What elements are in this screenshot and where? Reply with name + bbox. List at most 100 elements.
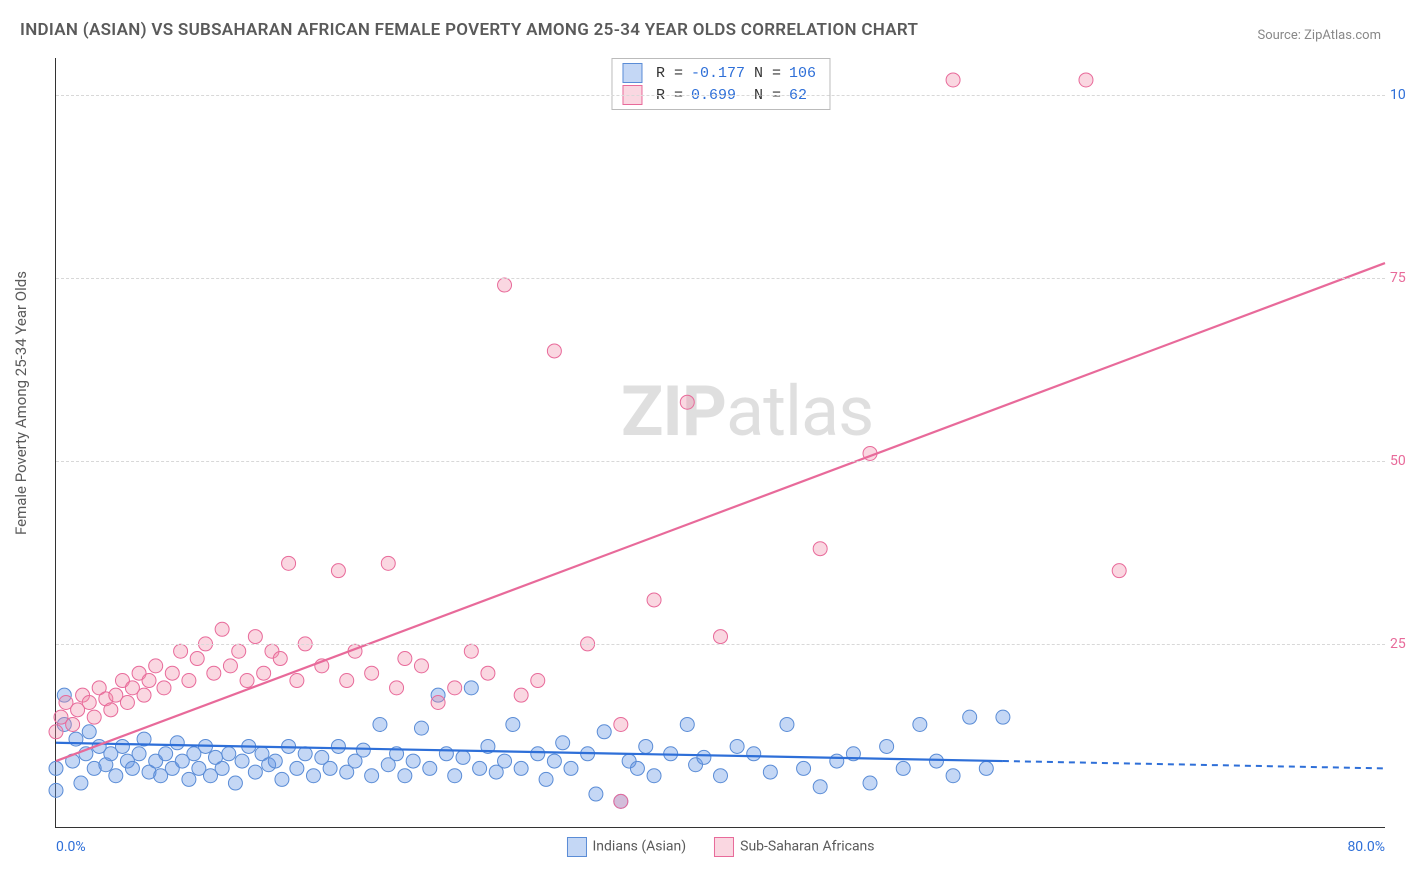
scatter-point bbox=[830, 754, 844, 768]
plot-area: ZIPatlas R = -0.177N = 106R = 0.699N = 6… bbox=[55, 58, 1385, 828]
scatter-point bbox=[448, 769, 462, 783]
chart-container: INDIAN (ASIAN) VS SUBSAHARAN AFRICAN FEM… bbox=[0, 0, 1406, 892]
legend-item: Indians (Asian) bbox=[566, 837, 686, 857]
x-tick-label: 0.0% bbox=[56, 839, 86, 855]
scatter-point bbox=[235, 754, 249, 768]
scatter-point bbox=[498, 754, 512, 768]
scatter-point bbox=[275, 772, 289, 786]
gridline-h bbox=[56, 644, 1385, 645]
scatter-point bbox=[142, 674, 156, 688]
scatter-point bbox=[74, 776, 88, 790]
scatter-point bbox=[132, 747, 146, 761]
scatter-point bbox=[639, 739, 653, 753]
scatter-point bbox=[414, 721, 428, 735]
scatter-point bbox=[340, 674, 354, 688]
trend-line bbox=[56, 263, 1385, 761]
scatter-point bbox=[589, 787, 603, 801]
scatter-point bbox=[215, 761, 229, 775]
scatter-point bbox=[747, 747, 761, 761]
scatter-point bbox=[797, 761, 811, 775]
legend-label: Sub-Saharan Africans bbox=[740, 839, 874, 855]
scatter-point bbox=[240, 674, 254, 688]
scatter-point bbox=[697, 750, 711, 764]
scatter-point bbox=[248, 630, 262, 644]
scatter-point bbox=[514, 761, 528, 775]
scatter-point bbox=[104, 703, 118, 717]
scatter-point bbox=[680, 717, 694, 731]
scatter-point bbox=[373, 717, 387, 731]
scatter-point bbox=[120, 695, 134, 709]
scatter-point bbox=[137, 688, 151, 702]
scatter-point bbox=[365, 769, 379, 783]
scatter-point bbox=[273, 652, 287, 666]
scatter-point bbox=[49, 761, 63, 775]
scatter-point bbox=[268, 754, 282, 768]
scatter-point bbox=[248, 765, 262, 779]
scatter-point bbox=[115, 739, 129, 753]
scatter-point bbox=[431, 695, 445, 709]
scatter-point bbox=[149, 659, 163, 673]
scatter-point bbox=[813, 542, 827, 556]
scatter-point bbox=[714, 769, 728, 783]
scatter-point bbox=[165, 666, 179, 680]
y-tick-label: 75.0% bbox=[1390, 270, 1406, 286]
scatter-point bbox=[996, 710, 1010, 724]
scatter-point bbox=[630, 761, 644, 775]
scatter-point bbox=[232, 644, 246, 658]
y-tick-label: 100.0% bbox=[1390, 87, 1406, 103]
scatter-point bbox=[614, 717, 628, 731]
scatter-point bbox=[331, 739, 345, 753]
gridline-h bbox=[56, 95, 1385, 96]
scatter-point bbox=[597, 725, 611, 739]
scatter-point bbox=[714, 630, 728, 644]
scatter-point bbox=[331, 564, 345, 578]
scatter-point bbox=[514, 688, 528, 702]
chart-title: INDIAN (ASIAN) VS SUBSAHARAN AFRICAN FEM… bbox=[20, 20, 918, 40]
x-tick-label: 80.0% bbox=[1347, 839, 1385, 855]
scatter-point bbox=[647, 769, 661, 783]
scatter-point bbox=[913, 717, 927, 731]
scatter-point bbox=[498, 278, 512, 292]
scatter-point bbox=[406, 754, 420, 768]
scatter-point bbox=[66, 717, 80, 731]
scatter-point bbox=[398, 652, 412, 666]
y-tick-label: 25.0% bbox=[1390, 636, 1406, 652]
scatter-point bbox=[963, 710, 977, 724]
scatter-point bbox=[82, 695, 96, 709]
scatter-point bbox=[1112, 564, 1126, 578]
gridline-h bbox=[56, 278, 1385, 279]
scatter-point bbox=[979, 761, 993, 775]
legend-item: Sub-Saharan Africans bbox=[714, 837, 874, 857]
scatter-point bbox=[282, 556, 296, 570]
scatter-point bbox=[170, 736, 184, 750]
scatter-point bbox=[531, 747, 545, 761]
scatter-point bbox=[207, 666, 221, 680]
scatter-point bbox=[780, 717, 794, 731]
scatter-point bbox=[356, 743, 370, 757]
scatter-point bbox=[730, 739, 744, 753]
scatter-point bbox=[49, 725, 63, 739]
scatter-point bbox=[946, 73, 960, 87]
scatter-point bbox=[365, 666, 379, 680]
scatter-point bbox=[182, 674, 196, 688]
scatter-point bbox=[464, 681, 478, 695]
scatter-svg bbox=[56, 58, 1385, 827]
y-axis-label: Female Poverty Among 25-34 Year Olds bbox=[12, 271, 30, 535]
scatter-point bbox=[174, 644, 188, 658]
scatter-point bbox=[222, 747, 236, 761]
scatter-point bbox=[414, 659, 428, 673]
scatter-point bbox=[439, 747, 453, 761]
scatter-point bbox=[157, 681, 171, 695]
trend-line-dashed bbox=[1003, 761, 1385, 768]
scatter-point bbox=[813, 780, 827, 794]
scatter-point bbox=[896, 761, 910, 775]
scatter-point bbox=[564, 761, 578, 775]
scatter-point bbox=[539, 772, 553, 786]
scatter-point bbox=[298, 747, 312, 761]
scatter-point bbox=[323, 761, 337, 775]
scatter-point bbox=[464, 644, 478, 658]
scatter-point bbox=[398, 769, 412, 783]
scatter-point bbox=[257, 666, 271, 680]
y-tick-label: 50.0% bbox=[1390, 453, 1406, 469]
scatter-point bbox=[109, 769, 123, 783]
